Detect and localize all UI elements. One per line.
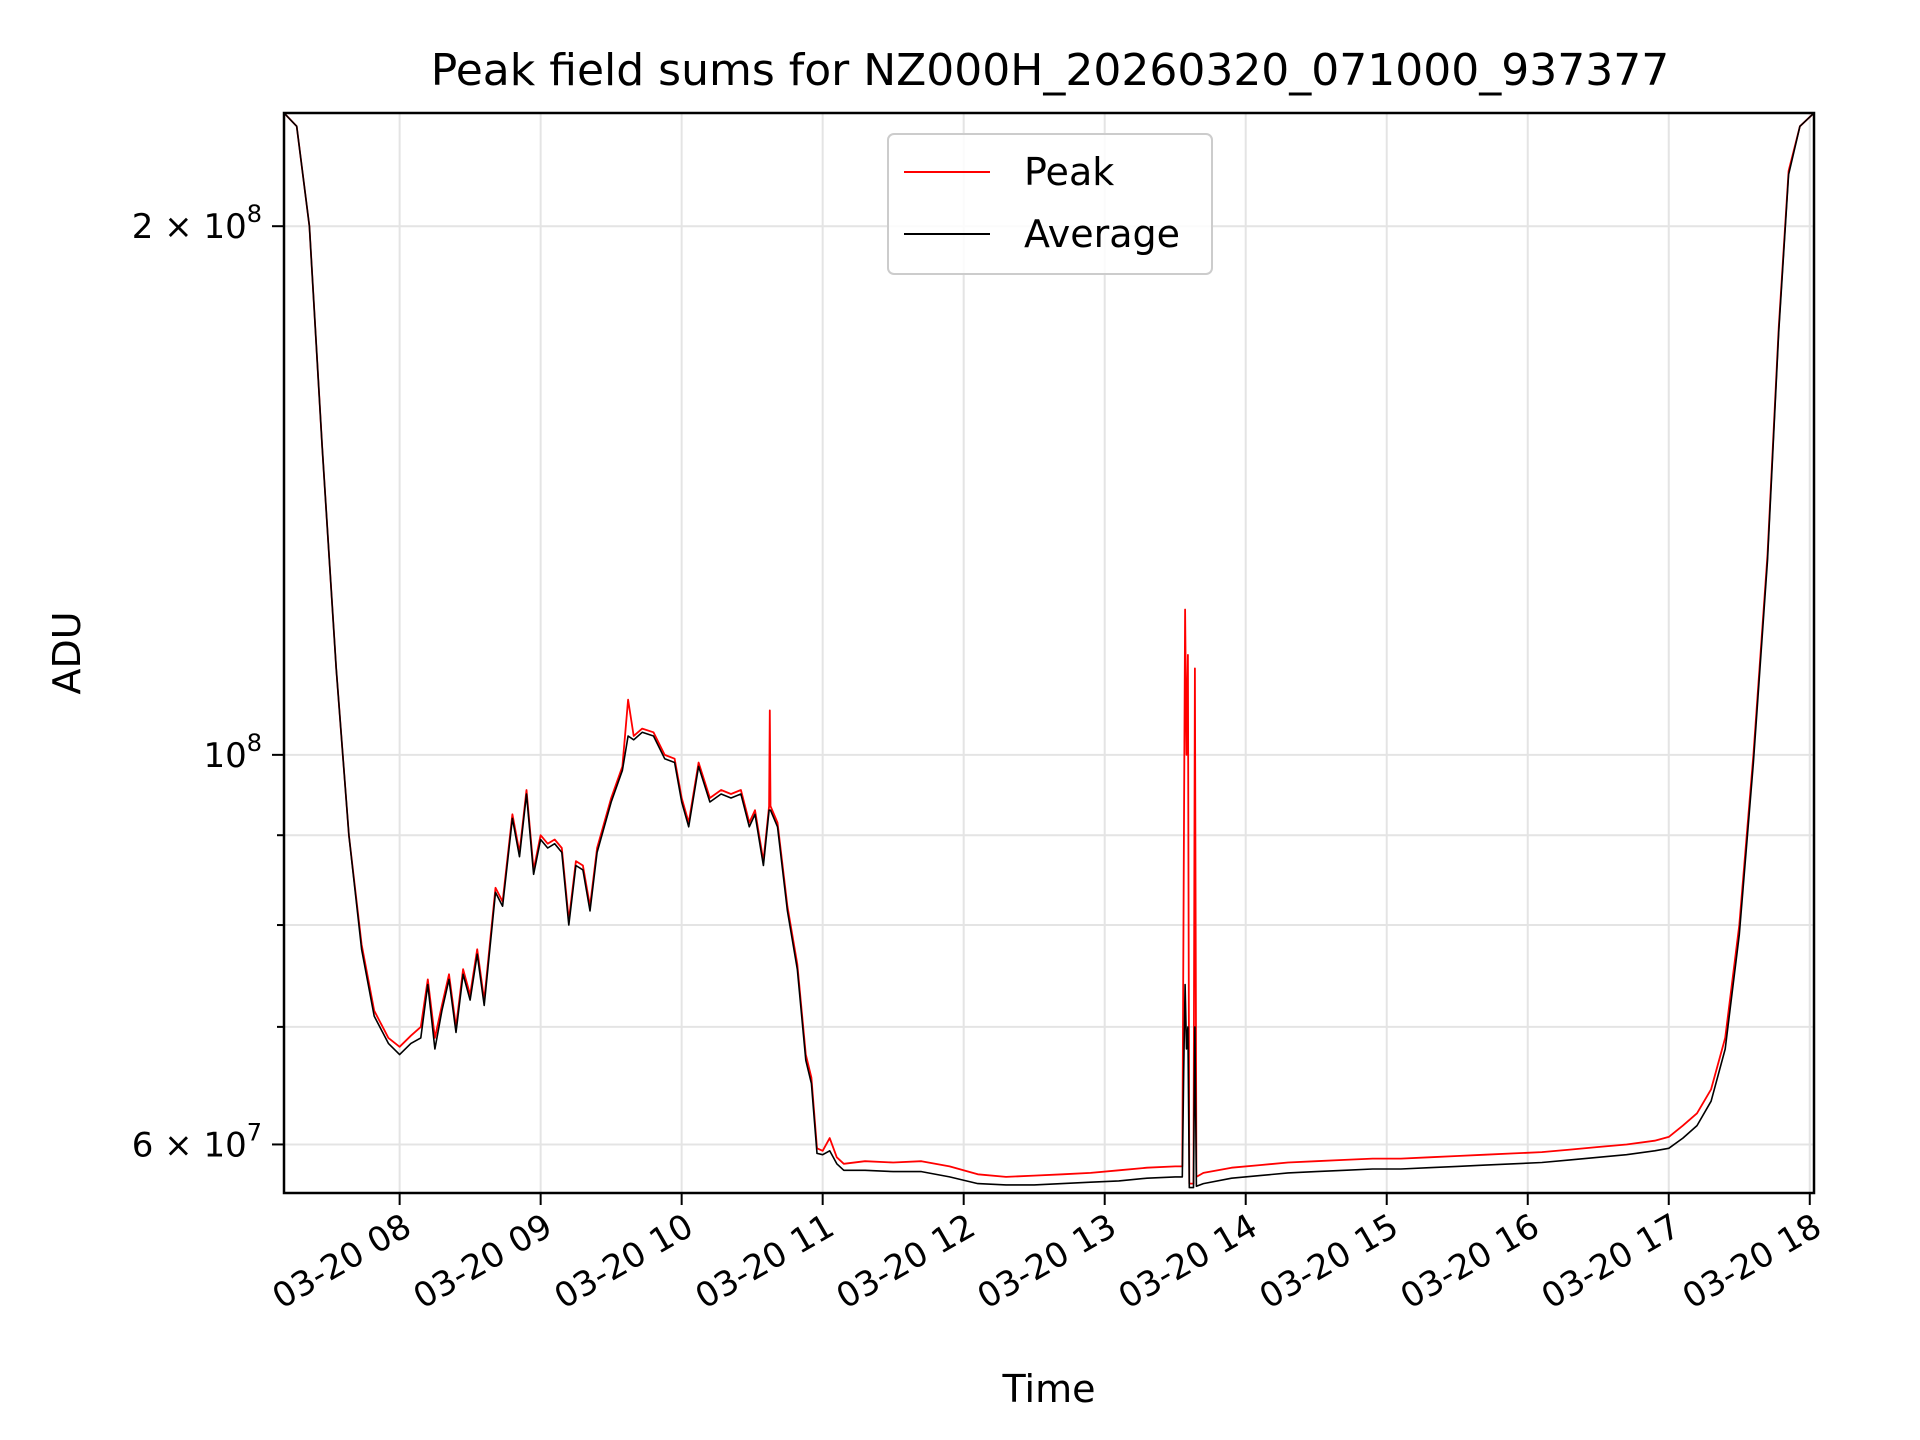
y-axis-label: ADU [45, 611, 89, 694]
y-tick-mantissa: 2 [132, 207, 154, 247]
y-tick-label: 2 × 108 [132, 200, 262, 247]
grid-lines [284, 113, 1814, 1193]
y-tick-exponent: 8 [247, 729, 262, 757]
legend: Peak Average [887, 133, 1213, 275]
chart-title: Peak field sums for NZ000H_20260320_0710… [431, 45, 1669, 96]
legend-peak-label: Peak [1024, 150, 1114, 194]
legend-average-label: Average [1024, 212, 1180, 256]
y-tick-mantissa: 6 [132, 1125, 154, 1165]
y-tick-exponent: 8 [247, 200, 262, 228]
y-tick-label: 6 × 107 [132, 1118, 262, 1165]
legend-box [887, 133, 1213, 275]
average-series-line [284, 113, 1814, 1189]
y-tick-exponent: 7 [247, 1118, 262, 1146]
x-axis-label: Time [1002, 1367, 1096, 1411]
series-lines [284, 113, 1814, 1189]
plot-area-frame [282, 111, 1816, 1195]
